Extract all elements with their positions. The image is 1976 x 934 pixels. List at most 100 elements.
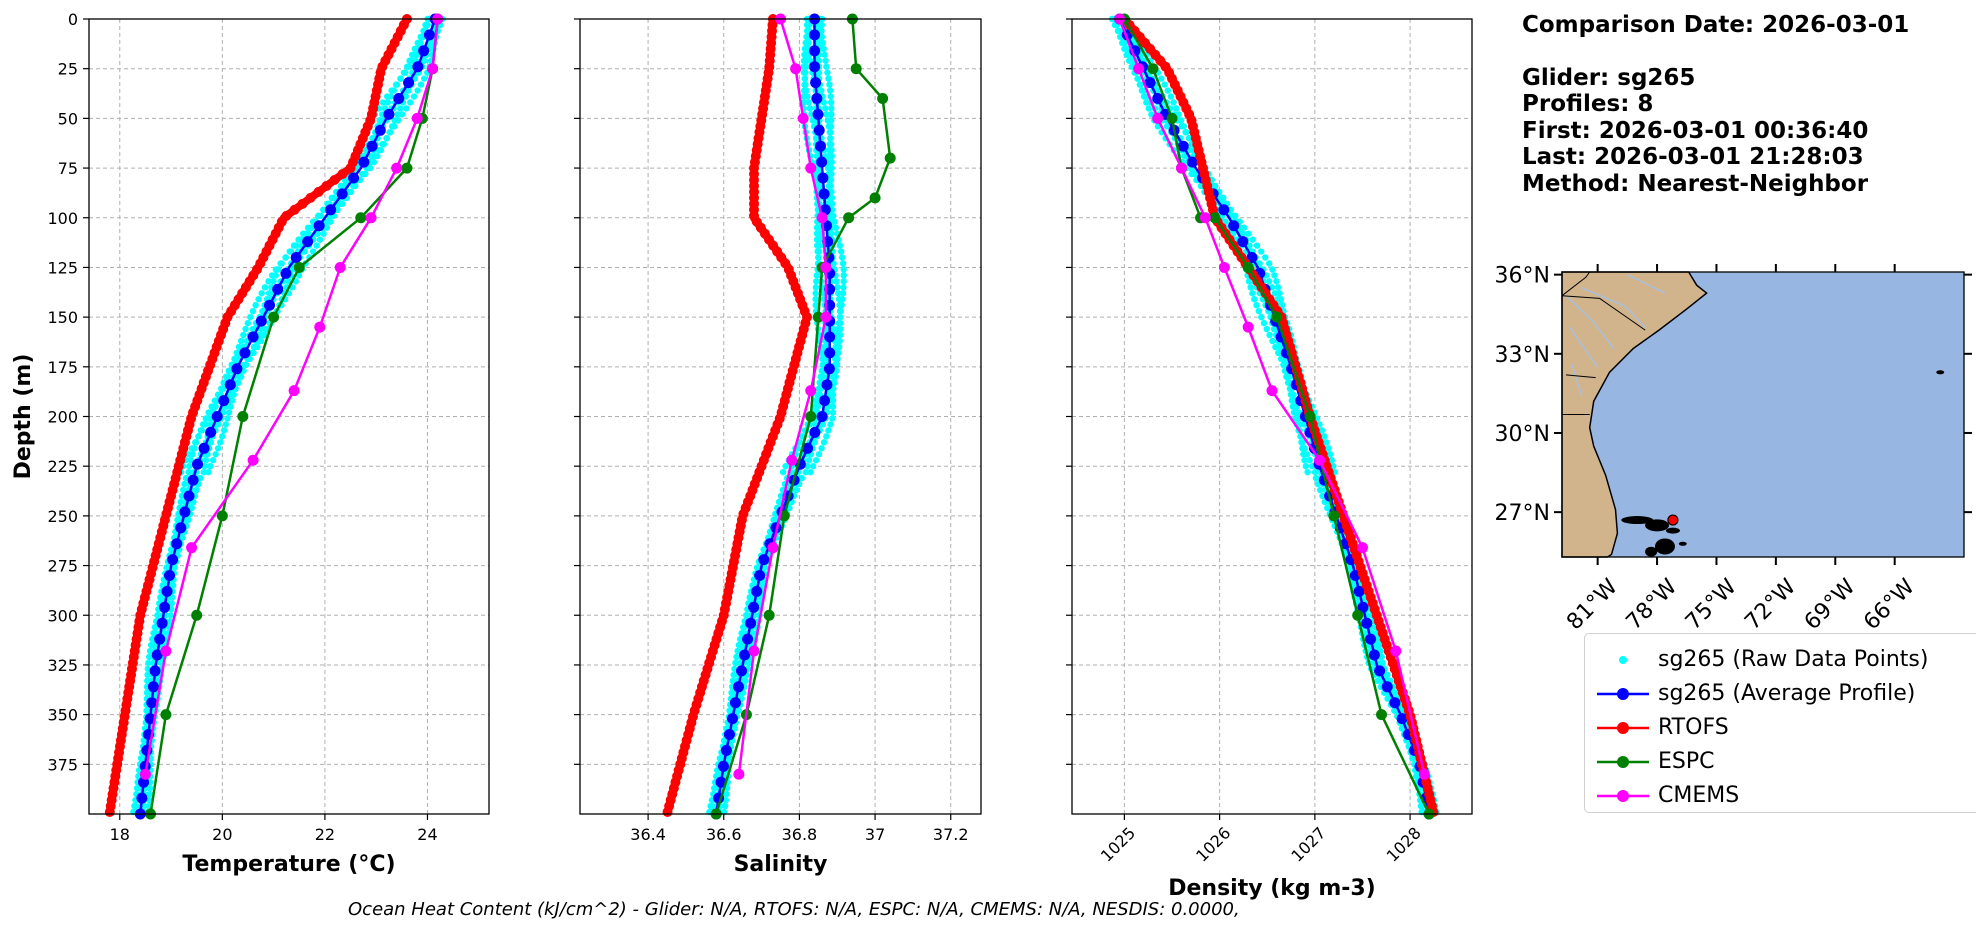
raw-point <box>761 564 769 571</box>
x-tick-label: 1027 <box>1287 823 1329 865</box>
legend-item-average: sg265 (Average Profile) <box>1585 678 1976 710</box>
data-point <box>151 649 163 661</box>
raw-point <box>251 343 258 351</box>
raw-point <box>1177 117 1185 124</box>
raw-point <box>200 468 207 476</box>
data-point <box>824 347 836 359</box>
data-point <box>1242 261 1254 273</box>
raw-point <box>169 594 176 601</box>
raw-point <box>793 486 800 494</box>
raw-point <box>798 474 806 482</box>
legend-label: RTOFS <box>1658 715 1729 740</box>
raw-point <box>305 230 312 237</box>
legend-label: sg265 (Raw Data Points) <box>1658 647 1929 672</box>
raw-point <box>275 266 282 273</box>
raw-point <box>829 391 837 398</box>
river <box>1569 326 1599 368</box>
lon-label: 81°W <box>1562 574 1623 635</box>
raw-point <box>809 462 817 470</box>
raw-point <box>825 158 832 166</box>
raw-point <box>163 564 170 571</box>
raw-point <box>1143 99 1150 106</box>
data-point <box>355 212 367 224</box>
data-point <box>247 331 259 343</box>
raw-point <box>167 612 174 619</box>
raw-point <box>803 21 811 29</box>
raw-point <box>320 206 327 213</box>
data-point <box>824 331 836 343</box>
raw-point <box>1378 653 1385 661</box>
raw-point <box>813 230 821 237</box>
raw-point <box>255 296 262 303</box>
data-point <box>809 29 821 41</box>
method: Method: Nearest-Neighbor <box>1522 170 1869 197</box>
x-tick-label: 20 <box>212 825 232 844</box>
raw-point <box>367 158 374 166</box>
island-bermuda <box>1936 370 1945 375</box>
raw-point <box>812 302 819 309</box>
series-line-cmems <box>144 18 439 775</box>
raw-point <box>730 671 737 679</box>
data-point <box>726 713 738 725</box>
raw-point <box>313 242 320 249</box>
raw-point <box>1318 427 1326 434</box>
data-point <box>1242 321 1254 333</box>
data-point <box>192 458 204 470</box>
raw-point <box>1247 284 1254 291</box>
data-point <box>1389 697 1401 709</box>
raw-point <box>1114 27 1122 35</box>
raw-point <box>827 117 835 124</box>
raw-point <box>1172 105 1180 112</box>
data-point <box>809 45 821 57</box>
raw-point <box>1158 75 1165 82</box>
raw-point <box>249 325 257 333</box>
raw-point <box>417 81 425 88</box>
raw-point <box>193 439 200 446</box>
raw-point <box>1258 313 1265 321</box>
legend-label: CMEMS <box>1658 783 1740 808</box>
legend-item-raw: sg265 (Raw Data Points) <box>1585 644 1976 676</box>
raw-point <box>171 564 178 571</box>
river <box>1626 273 1666 294</box>
raw-point <box>262 325 269 333</box>
ohc-footer: Ocean Heat Content (kJ/cm^2) - Glider: N… <box>348 899 1240 920</box>
series-line-cmems <box>1118 18 1426 775</box>
raw-point <box>1279 302 1286 309</box>
data-point <box>1418 768 1430 780</box>
data-point <box>877 93 889 104</box>
data-point <box>751 585 763 597</box>
raw-point <box>282 254 289 261</box>
raw-point <box>408 51 416 58</box>
raw-point <box>212 403 219 410</box>
raw-point <box>779 468 787 476</box>
legend-label: ESPC <box>1658 749 1715 774</box>
raw-point <box>823 63 830 70</box>
raw-point <box>1271 272 1278 279</box>
raw-point <box>191 445 198 452</box>
x-tick-label: 1028 <box>1383 823 1425 865</box>
raw-point <box>1270 325 1278 333</box>
data-point <box>790 63 802 75</box>
raw-point <box>823 433 830 440</box>
river <box>1571 364 1583 397</box>
raw-point <box>743 612 750 619</box>
raw-point <box>803 27 811 35</box>
raw-point <box>723 790 730 798</box>
chart-panel-2: 36.4 36.6 36.8 37 37.2 Salinity <box>574 13 982 877</box>
raw-point <box>1255 307 1263 315</box>
data-point <box>754 570 766 581</box>
raw-point <box>393 81 401 88</box>
raw-point <box>400 69 408 76</box>
data-point <box>1361 617 1373 629</box>
raw-point <box>207 439 214 446</box>
raw-point <box>414 87 421 94</box>
data-point <box>401 162 413 174</box>
raw-point <box>1249 290 1256 297</box>
raw-point <box>812 135 820 142</box>
raw-point <box>1280 361 1287 369</box>
data-point <box>264 299 276 311</box>
raw-point <box>270 278 277 285</box>
raw-point <box>1301 445 1308 452</box>
raw-point <box>1170 99 1177 106</box>
land-mass <box>1561 271 1708 558</box>
